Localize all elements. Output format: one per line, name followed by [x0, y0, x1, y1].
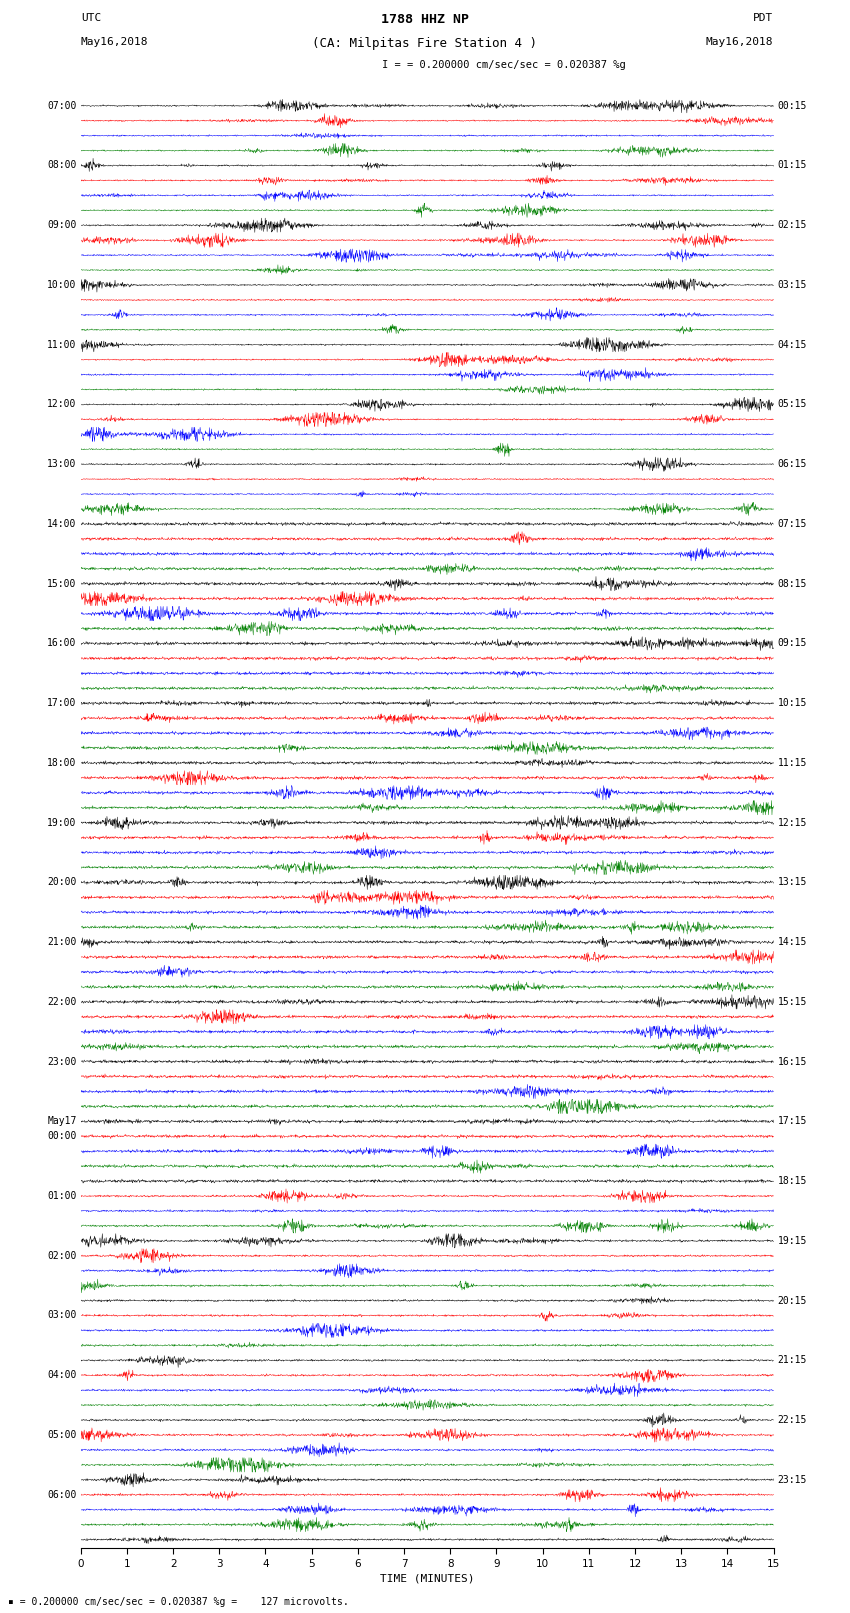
- Text: 14:15: 14:15: [778, 937, 807, 947]
- Text: 16:00: 16:00: [48, 639, 76, 648]
- Text: 19:15: 19:15: [778, 1236, 807, 1245]
- Text: 00:15: 00:15: [778, 100, 807, 111]
- Text: 20:15: 20:15: [778, 1295, 807, 1305]
- Text: 13:00: 13:00: [48, 460, 76, 469]
- Text: (CA: Milpitas Fire Station 4 ): (CA: Milpitas Fire Station 4 ): [313, 37, 537, 50]
- Text: ▪ = 0.200000 cm/sec/sec = 0.020387 %g =    127 microvolts.: ▪ = 0.200000 cm/sec/sec = 0.020387 %g = …: [8, 1597, 349, 1607]
- Text: 12:15: 12:15: [778, 818, 807, 827]
- Text: 23:15: 23:15: [778, 1474, 807, 1486]
- Text: 10:00: 10:00: [48, 281, 76, 290]
- Text: 21:00: 21:00: [48, 937, 76, 947]
- Text: 03:15: 03:15: [778, 281, 807, 290]
- Text: May17: May17: [48, 1116, 76, 1126]
- Text: UTC: UTC: [81, 13, 101, 23]
- Text: 04:00: 04:00: [48, 1369, 76, 1381]
- Text: 08:00: 08:00: [48, 160, 76, 171]
- Text: May16,2018: May16,2018: [81, 37, 148, 47]
- Text: 20:00: 20:00: [48, 877, 76, 887]
- Text: 06:00: 06:00: [48, 1490, 76, 1500]
- Text: 07:15: 07:15: [778, 519, 807, 529]
- Text: PDT: PDT: [753, 13, 774, 23]
- Text: I = = 0.200000 cm/sec/sec = 0.020387 %g: I = = 0.200000 cm/sec/sec = 0.020387 %g: [382, 60, 626, 69]
- Text: 18:00: 18:00: [48, 758, 76, 768]
- Text: 15:15: 15:15: [778, 997, 807, 1007]
- Text: 01:15: 01:15: [778, 160, 807, 171]
- Text: 1788 HHZ NP: 1788 HHZ NP: [381, 13, 469, 26]
- Text: 03:00: 03:00: [48, 1310, 76, 1321]
- Text: 09:00: 09:00: [48, 221, 76, 231]
- Text: May16,2018: May16,2018: [706, 37, 774, 47]
- Text: 21:15: 21:15: [778, 1355, 807, 1365]
- Text: 05:00: 05:00: [48, 1431, 76, 1440]
- Text: 13:15: 13:15: [778, 877, 807, 887]
- Text: 23:00: 23:00: [48, 1057, 76, 1066]
- Text: 01:00: 01:00: [48, 1190, 76, 1202]
- Text: 07:00: 07:00: [48, 100, 76, 111]
- Text: 09:15: 09:15: [778, 639, 807, 648]
- Text: 00:00: 00:00: [48, 1131, 76, 1142]
- Text: 12:00: 12:00: [48, 400, 76, 410]
- Text: 15:00: 15:00: [48, 579, 76, 589]
- Text: 08:15: 08:15: [778, 579, 807, 589]
- Text: 14:00: 14:00: [48, 519, 76, 529]
- Text: 02:00: 02:00: [48, 1250, 76, 1261]
- X-axis label: TIME (MINUTES): TIME (MINUTES): [380, 1573, 474, 1582]
- Text: 06:15: 06:15: [778, 460, 807, 469]
- Text: 22:00: 22:00: [48, 997, 76, 1007]
- Text: 11:00: 11:00: [48, 340, 76, 350]
- Text: 22:15: 22:15: [778, 1415, 807, 1424]
- Text: 10:15: 10:15: [778, 698, 807, 708]
- Text: 18:15: 18:15: [778, 1176, 807, 1186]
- Text: 19:00: 19:00: [48, 818, 76, 827]
- Text: 04:15: 04:15: [778, 340, 807, 350]
- Text: 11:15: 11:15: [778, 758, 807, 768]
- Text: 17:00: 17:00: [48, 698, 76, 708]
- Text: 17:15: 17:15: [778, 1116, 807, 1126]
- Text: 05:15: 05:15: [778, 400, 807, 410]
- Text: 16:15: 16:15: [778, 1057, 807, 1066]
- Text: 02:15: 02:15: [778, 221, 807, 231]
